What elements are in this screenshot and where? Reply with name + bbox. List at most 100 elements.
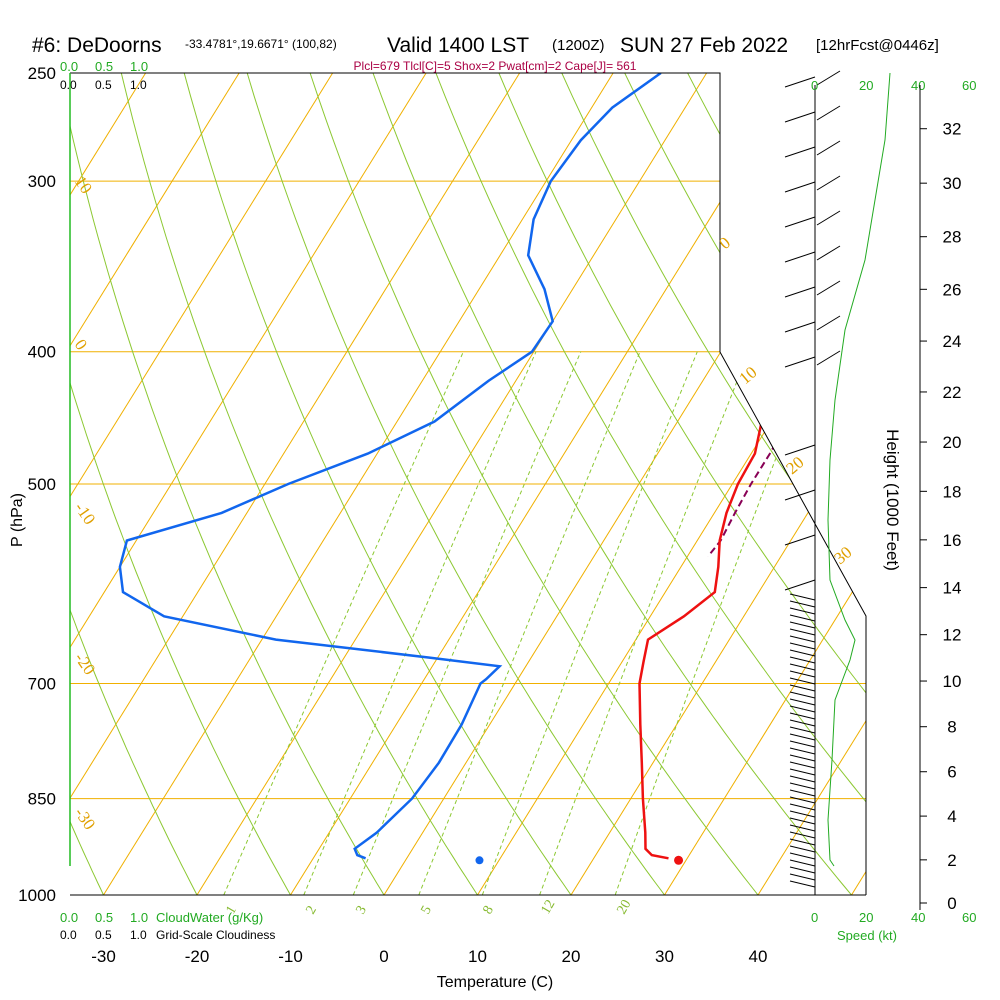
wind-speed-panel: 0 20 40 60 0 20 40 60 Speed (kt) xyxy=(784,70,976,943)
wind-barb xyxy=(789,831,816,839)
wind-barb xyxy=(789,775,816,783)
plot-area: 100-10-20-30 xyxy=(0,73,866,895)
wind-barb xyxy=(789,859,816,867)
cloudwater-tick: 1.0 xyxy=(130,910,148,925)
cloudiness-label: Grid-Scale Cloudiness xyxy=(156,928,275,942)
isotherm-label-right: 20 xyxy=(782,453,807,478)
height-tick-label: 10 xyxy=(943,672,962,691)
station-title: #6: DeDoorns xyxy=(32,34,162,57)
surface-dewpoint-marker xyxy=(475,856,484,865)
pressure-tick-label: 850 xyxy=(28,790,56,809)
wind-barb xyxy=(784,251,816,263)
wind-barb xyxy=(789,628,816,636)
dry-adiabat-line xyxy=(70,73,198,895)
wind-barb xyxy=(789,649,816,657)
mixing-ratio-label: 12 xyxy=(538,897,558,917)
wind-barb xyxy=(784,579,816,591)
mixing-ratio-line xyxy=(303,351,537,895)
wind-barb xyxy=(784,356,816,368)
wind-barb xyxy=(789,866,816,874)
speed-tick: 40 xyxy=(911,910,925,925)
bottom-cloud-scales: 0.0 0.5 1.0 CloudWater (g/Kg) 0.0 0.5 1.… xyxy=(60,910,275,942)
pressure-tick-label: 1000 xyxy=(18,886,56,905)
isotherm-line xyxy=(70,73,240,895)
isotherm-line xyxy=(477,73,866,895)
wind-barb xyxy=(789,782,816,790)
wind-barb-flag xyxy=(816,350,841,366)
plot-frame xyxy=(69,72,867,896)
sounding-indices: Plcl=679 Tlcl[C]=5 Shox=2 Pwat[cm]=2 Cap… xyxy=(354,59,637,73)
wind-barb xyxy=(789,621,816,629)
mixing-ratio-line xyxy=(418,351,641,895)
wind-barb xyxy=(789,642,816,650)
wind-speed-curve xyxy=(827,72,891,867)
wind-barb xyxy=(789,677,816,685)
temperature-tick-label: 10 xyxy=(468,947,487,966)
wind-barb xyxy=(789,698,816,706)
wind-barb xyxy=(789,740,816,748)
mixing-ratio-line xyxy=(352,351,582,895)
top-cloud-tick: 0.5 xyxy=(95,59,113,74)
wind-barb xyxy=(789,635,816,643)
dry-adiabat-line xyxy=(435,73,866,895)
height-tick-label: 8 xyxy=(947,718,956,737)
profiles xyxy=(118,73,866,865)
wind-barb xyxy=(784,444,816,456)
wind-barb xyxy=(789,845,816,853)
isotherm-line xyxy=(70,73,521,895)
wind-barb xyxy=(784,76,816,88)
cloudiness-tick: 0.0 xyxy=(60,928,77,942)
speed-tick: 0 xyxy=(811,910,818,925)
mixing-ratio-line xyxy=(539,351,750,895)
wind-barb xyxy=(789,873,816,881)
wind-barb xyxy=(789,726,816,734)
wind-barb xyxy=(784,146,816,158)
speed-tick: 20 xyxy=(859,78,873,93)
dry-adiabat-line xyxy=(70,73,291,895)
wind-barb xyxy=(789,607,816,615)
cloudwater-label: CloudWater (g/Kg) xyxy=(156,910,263,925)
wind-barb xyxy=(789,768,816,776)
top-cloudiness-tick: 0.0 xyxy=(60,78,77,92)
speed-tick: 40 xyxy=(911,78,925,93)
height-tick-label: 24 xyxy=(943,332,962,351)
dry-adiabat-line xyxy=(183,73,572,895)
temperature-axis: -30 -20 -10 0 10 20 30 40 xyxy=(91,947,767,966)
height-axis-label: Height (1000 Feet) xyxy=(883,429,902,571)
utc-time: (1200Z) xyxy=(552,37,605,54)
wind-barb xyxy=(784,534,816,546)
wind-barb xyxy=(789,705,816,713)
dry-adiabat-line xyxy=(0,73,10,895)
wind-barb xyxy=(784,489,816,501)
pressure-tick-label: 700 xyxy=(28,675,56,694)
dry-adiabat-line xyxy=(246,73,665,895)
wind-barb xyxy=(789,733,816,741)
wind-barb xyxy=(789,684,816,692)
cloudwater-tick: 0.0 xyxy=(60,910,78,925)
dewpoint-profile xyxy=(118,73,662,860)
isotherm-label: 0 xyxy=(71,336,91,354)
wind-barb xyxy=(789,719,816,727)
isotherm-label: -10 xyxy=(71,499,100,528)
isotherm-label-right: 10 xyxy=(735,363,760,388)
top-cloudiness-tick: 0.5 xyxy=(95,78,112,92)
speed-tick: 60 xyxy=(962,910,976,925)
wind-barb-flag xyxy=(816,105,841,121)
height-tick-label: 2 xyxy=(947,851,956,870)
mixing-ratio-line xyxy=(481,351,698,895)
height-tick-label: 22 xyxy=(943,383,962,402)
wind-barb-flag xyxy=(816,70,841,86)
speed-tick: 20 xyxy=(859,910,873,925)
height-tick-label: 30 xyxy=(943,174,962,193)
wind-barb-flag xyxy=(816,210,841,226)
speed-tick: 60 xyxy=(962,78,976,93)
cloudwater-tick: 0.5 xyxy=(95,910,113,925)
top-cloud-tick: 1.0 xyxy=(130,59,148,74)
wind-barb xyxy=(789,663,816,671)
isotherm-line xyxy=(664,73,866,895)
height-tick-label: 26 xyxy=(943,280,962,299)
speed-tick: 0 xyxy=(811,78,818,93)
wind-barb xyxy=(789,712,816,720)
isotherm-line xyxy=(196,73,708,895)
temperature-tick-label: 20 xyxy=(562,947,581,966)
